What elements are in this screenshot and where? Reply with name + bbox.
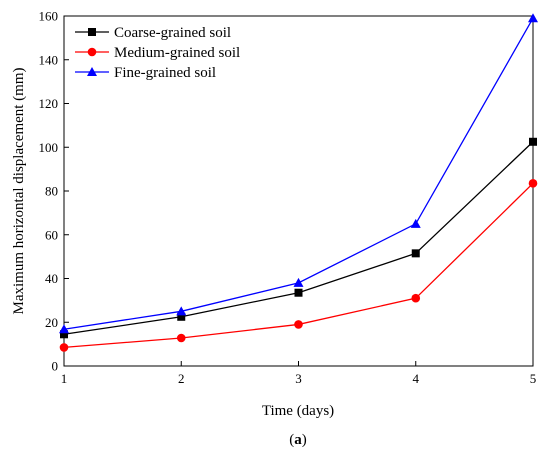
data-point — [59, 324, 69, 334]
y-axis-label: Maximum horizontal displacement (mm) — [11, 67, 27, 314]
data-point — [411, 249, 420, 258]
x-tick-label: 2 — [178, 371, 185, 386]
legend-label: Fine-grained soil — [114, 65, 216, 81]
data-point — [528, 179, 538, 188]
y-tick-label: 140 — [39, 52, 59, 67]
data-point — [294, 288, 303, 297]
series-circle — [59, 179, 538, 352]
series-group — [59, 13, 538, 352]
caption-open-paren: ( — [289, 432, 294, 448]
y-tick-label: 40 — [45, 271, 58, 286]
y-tick-label: 160 — [39, 9, 59, 24]
y-tick-label: 60 — [45, 227, 58, 242]
legend-label: Medium-grained soil — [114, 45, 240, 61]
caption-close-paren: ) — [302, 432, 307, 448]
y-tick-label: 20 — [45, 315, 58, 330]
axis-ticks: 1 2 3 4 5 0 20 40 60 80 100 120 140 160 — [39, 9, 537, 387]
x-axis-label: Time (days) — [262, 403, 334, 419]
caption-letter: a — [294, 432, 302, 448]
legend-marker — [87, 67, 97, 76]
data-point — [59, 343, 69, 352]
x-tick-label: 5 — [530, 371, 537, 386]
legend-marker — [87, 47, 97, 57]
data-point — [293, 277, 304, 287]
series-square — [60, 137, 537, 339]
y-tick-label: 120 — [39, 96, 59, 111]
x-tick-label: 1 — [61, 371, 68, 386]
figure-caption: (a) — [289, 432, 307, 448]
series-triangle — [59, 13, 538, 334]
legend-label: Coarse-grained soil — [114, 25, 231, 41]
data-point — [176, 333, 186, 343]
data-point — [411, 293, 421, 303]
data-point — [177, 312, 186, 321]
data-point — [60, 330, 68, 339]
data-point — [528, 13, 538, 23]
data-point — [176, 306, 187, 316]
data-point — [294, 320, 303, 329]
y-tick-label: 100 — [39, 140, 59, 155]
legend-marker — [88, 28, 96, 36]
data-point — [529, 137, 537, 146]
series-line — [63, 141, 534, 335]
legend: Coarse-grained soil Medium-grained soil Fi… — [75, 25, 240, 81]
x-tick-label: 3 — [295, 371, 302, 386]
x-tick-label: 4 — [413, 371, 420, 386]
data-point — [410, 218, 421, 228]
y-tick-label: 80 — [45, 184, 58, 199]
y-tick-label: 0 — [52, 359, 59, 374]
